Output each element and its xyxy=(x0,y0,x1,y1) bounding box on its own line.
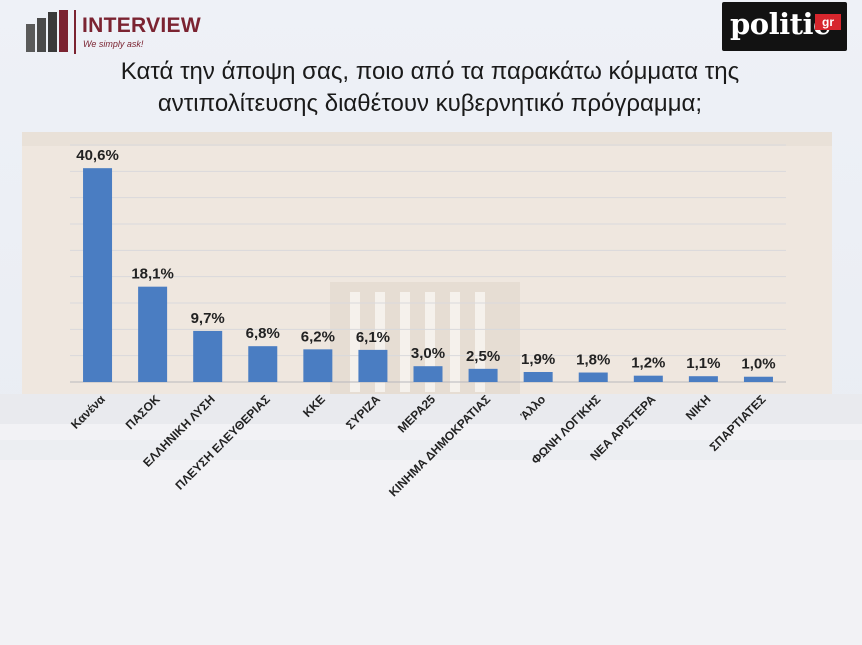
bar-value-label: 3,0% xyxy=(411,345,445,362)
chart-value-labels: 40,6% 18,1% 9,7% 6,8% 6,2% 6,1% 3,0% 2,5% 1,9% 1,… xyxy=(76,147,775,373)
interview-logo: INTERVIEW We simply ask! xyxy=(22,8,222,56)
bar xyxy=(83,168,113,382)
bar xyxy=(303,349,333,382)
category-label: ΝΙΚΗ xyxy=(683,392,714,423)
politic-brand: politic xyxy=(730,7,831,41)
category-label: ΠΛΕΥΣΗ ΕΛΕΥΘΕΡΙΑΣ xyxy=(172,392,272,492)
bar-value-label: 6,1% xyxy=(356,329,390,346)
bar xyxy=(248,346,278,382)
category-label: ΠΑΣΟΚ xyxy=(123,392,163,432)
politic-suffix: gr xyxy=(815,14,841,30)
bar xyxy=(523,371,553,382)
bar-value-label: 40,6% xyxy=(76,147,119,164)
bar-value-label: 1,1% xyxy=(686,355,720,372)
category-label: ΚΚΕ xyxy=(300,392,328,420)
category-label: ΜΕΡΑ25 xyxy=(395,392,438,435)
chart-title: Κατά την άποψη σας, ποιο από τα παρακάτω… xyxy=(120,58,740,117)
bar xyxy=(358,349,388,382)
chart-grid xyxy=(70,144,786,383)
bar-value-label: 6,2% xyxy=(301,328,335,345)
politic-logo: politic gr xyxy=(722,2,847,51)
bar xyxy=(688,376,718,382)
bar xyxy=(578,372,608,382)
category-label: ΣΥΡΙΖΑ xyxy=(343,392,383,432)
bar-value-label: 1,8% xyxy=(576,352,610,369)
bar xyxy=(413,366,443,382)
bar-value-label: 6,8% xyxy=(246,325,280,342)
bar-value-label: 1,9% xyxy=(521,351,555,368)
category-label: ΣΠΑΡΤΙΑΤΕΣ xyxy=(707,392,769,454)
bar xyxy=(633,375,663,382)
category-label: Άλλο xyxy=(518,392,549,423)
chart-bars xyxy=(83,168,773,382)
bar-value-label: 9,7% xyxy=(191,310,225,327)
bar xyxy=(468,368,498,382)
interview-logo-icon xyxy=(26,10,68,52)
bar-value-label: 1,2% xyxy=(631,355,665,372)
category-label: ΚΙΝΗΜΑ ΔΗΜΟΚΡΑΤΙΑΣ xyxy=(386,392,493,499)
bar xyxy=(743,376,773,382)
interview-brand: INTERVIEW xyxy=(82,14,201,37)
bar-value-label: 2,5% xyxy=(466,348,500,365)
bar xyxy=(193,330,223,382)
bar-value-label: 18,1% xyxy=(131,266,174,283)
bar-value-label: 1,0% xyxy=(741,356,775,373)
category-label: Κανένα xyxy=(68,392,108,432)
bar xyxy=(138,286,168,382)
interview-tagline: We simply ask! xyxy=(83,39,144,49)
